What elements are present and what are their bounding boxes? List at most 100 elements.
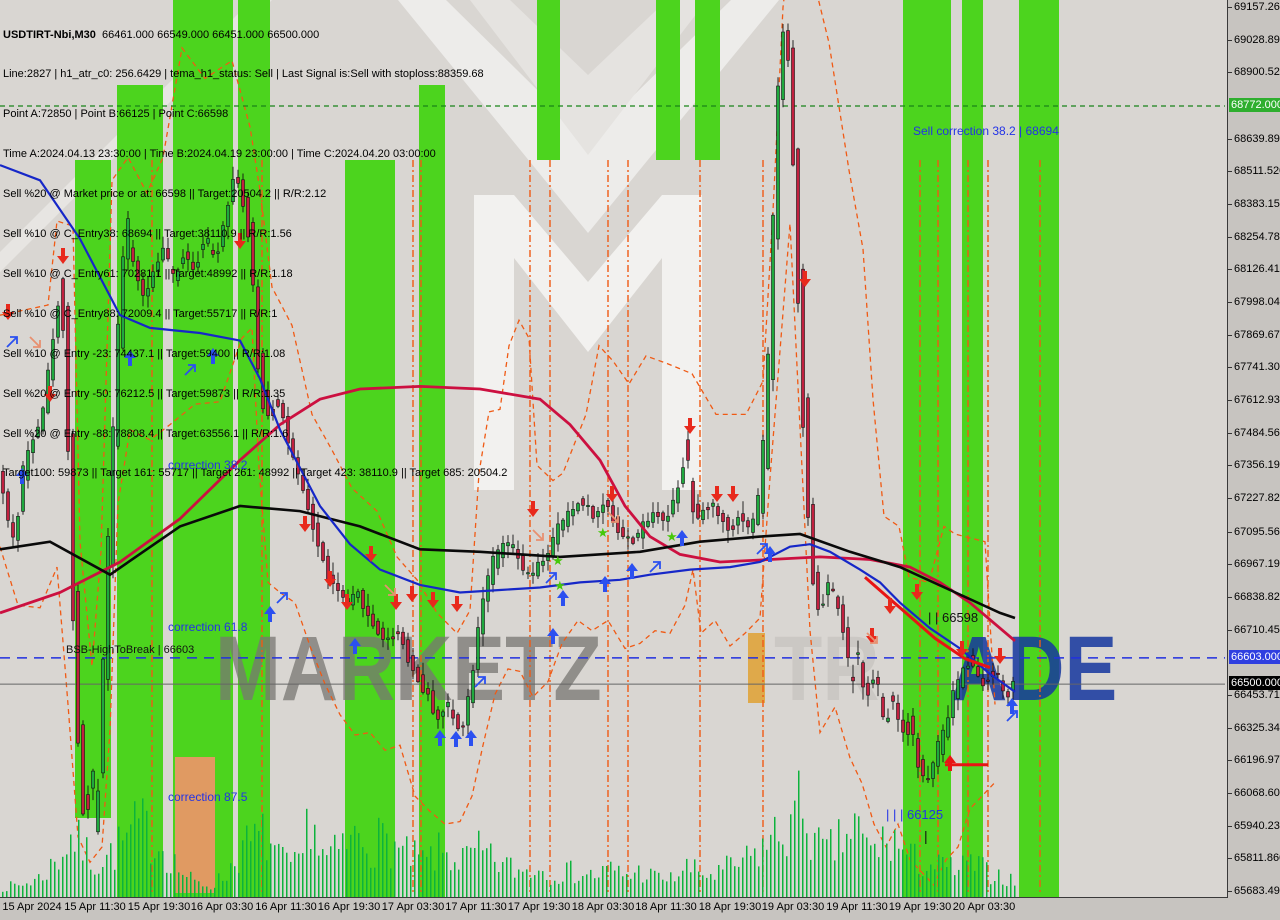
candle-bullish [181, 257, 185, 264]
price-tick: 68383.150 [1228, 198, 1280, 210]
hollow-up-arrow-icon [1006, 710, 1018, 722]
buy-arrow-icon [450, 731, 462, 747]
candle-bearish [891, 695, 895, 702]
time-tick: 18 Apr 19:30 [698, 901, 762, 913]
candle-bearish [816, 571, 820, 610]
hollow-up-arrow-icon [184, 364, 196, 376]
volume-layer [2, 770, 1016, 897]
volume-bar [314, 824, 316, 897]
candle-bearish [426, 688, 430, 695]
volume-bar [434, 870, 436, 897]
candle-bearish [836, 596, 840, 609]
candle-bearish [281, 403, 285, 419]
buy-arrow-icon [264, 606, 276, 622]
price-tick: 68900.520 [1228, 66, 1280, 78]
price-tick: 66325.340 [1228, 722, 1280, 734]
candle-bullish [511, 544, 515, 549]
signal-band [419, 85, 445, 897]
sell-arrow-icon [711, 486, 723, 502]
volume-bar [754, 848, 756, 897]
candle-bullish [766, 353, 770, 469]
candle-bearish [411, 655, 415, 671]
buy-arrow-icon [465, 730, 477, 746]
volume-bar [178, 872, 180, 897]
chart-area[interactable]: MARKETZ TR ADE ★ ★ ★ ★ USDTIRT-Nbi,M30 66461.0… [0, 0, 1228, 898]
volume-bar [362, 847, 364, 897]
candle-bearish [336, 583, 340, 591]
volume-bar [510, 857, 512, 897]
candle-bearish [801, 268, 805, 428]
volume-bar [870, 845, 872, 897]
price-tick: 65683.490 [1228, 885, 1280, 897]
candle-bearish [421, 674, 425, 693]
volume-bar [502, 862, 504, 897]
volume-bar [302, 853, 304, 897]
volume-bar [762, 838, 764, 897]
hollow-down-arrow-icon [29, 336, 41, 348]
volume-bar [10, 881, 12, 897]
candle-bearish [391, 636, 395, 640]
time-tick: 16 Apr 11:30 [255, 901, 317, 913]
volume-bar [318, 855, 320, 897]
volume-bar [554, 880, 556, 897]
candle-bullish [526, 572, 530, 575]
volume-bar [50, 858, 52, 897]
chart-canvas[interactable]: MARKETZ TR ADE ★ ★ ★ ★ [0, 0, 1227, 897]
candle-bearish [881, 696, 885, 718]
sell-arrow-icon [57, 248, 69, 264]
volume-bar [446, 852, 448, 897]
volume-bar [606, 866, 608, 897]
signal-band [117, 85, 163, 897]
price-tick: 67356.190 [1228, 459, 1280, 471]
candle-bearish [361, 589, 365, 609]
candle-bullish [351, 593, 355, 606]
price-tick: 66838.820 [1228, 591, 1280, 603]
volume-bar [550, 884, 552, 897]
volume-bar [918, 873, 920, 897]
hollow-up-arrow-icon [6, 336, 18, 348]
volume-bar [466, 846, 468, 897]
volume-bar [298, 853, 300, 897]
candle-bearish [611, 505, 615, 523]
candle-bearish [341, 589, 345, 598]
candle-bearish [461, 725, 465, 728]
volume-bar [902, 849, 904, 897]
volume-bar [210, 889, 212, 897]
volume-bar [658, 872, 660, 897]
volume-bar [1002, 884, 1004, 897]
candle-bearish [431, 690, 435, 714]
candle-bullish [651, 512, 655, 523]
volume-bar [846, 833, 848, 897]
buy-arrow-icon [547, 628, 559, 644]
candle-bearish [686, 439, 690, 461]
volume-bar [174, 854, 176, 897]
candle-bearish [376, 620, 380, 635]
time-axis[interactable]: 15 Apr 2024 15 Apr 11:30 15 Apr 19:30 16 Ap… [0, 898, 1280, 920]
buy-arrow-icon [676, 530, 688, 546]
volume-bar [154, 858, 156, 897]
price-axis[interactable]: 69157.260 69028.890 68900.520 68639.890 6851… [1228, 0, 1280, 897]
volume-bar [346, 849, 348, 897]
buy-arrow-icon [1006, 698, 1018, 714]
volume-bar [694, 859, 696, 897]
volume-bar [394, 841, 396, 897]
level-lines [0, 105, 1225, 685]
hollow-up-arrow-icon [276, 592, 288, 604]
sell-arrow-icon [324, 571, 336, 587]
time-tick: 19 Apr 19:30 [888, 901, 952, 913]
candle-bearish [186, 251, 190, 260]
signal-band [1019, 0, 1059, 897]
volume-bar [686, 858, 688, 897]
volume-bar [250, 841, 252, 897]
volume-bar [442, 852, 444, 897]
swing-low-label: | | | 66125 [886, 807, 944, 822]
candle-bullish [206, 238, 210, 244]
volume-bar [26, 883, 28, 897]
candle-bearish [696, 503, 700, 519]
buy-arrow-icon [944, 755, 956, 771]
candle-bullish [106, 535, 110, 680]
price-tick: 66196.970 [1228, 754, 1280, 766]
volume-bar [862, 833, 864, 897]
volume-bar [966, 860, 968, 897]
volume-bar [894, 829, 896, 897]
